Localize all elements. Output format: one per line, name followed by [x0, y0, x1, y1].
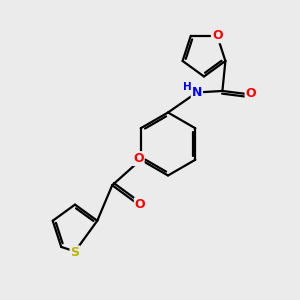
Text: N: N [192, 86, 202, 99]
Text: O: O [135, 198, 146, 211]
Text: H: H [183, 82, 192, 92]
Text: O: O [212, 29, 223, 42]
Text: O: O [246, 88, 256, 100]
Text: S: S [70, 246, 80, 260]
Text: O: O [133, 152, 144, 165]
